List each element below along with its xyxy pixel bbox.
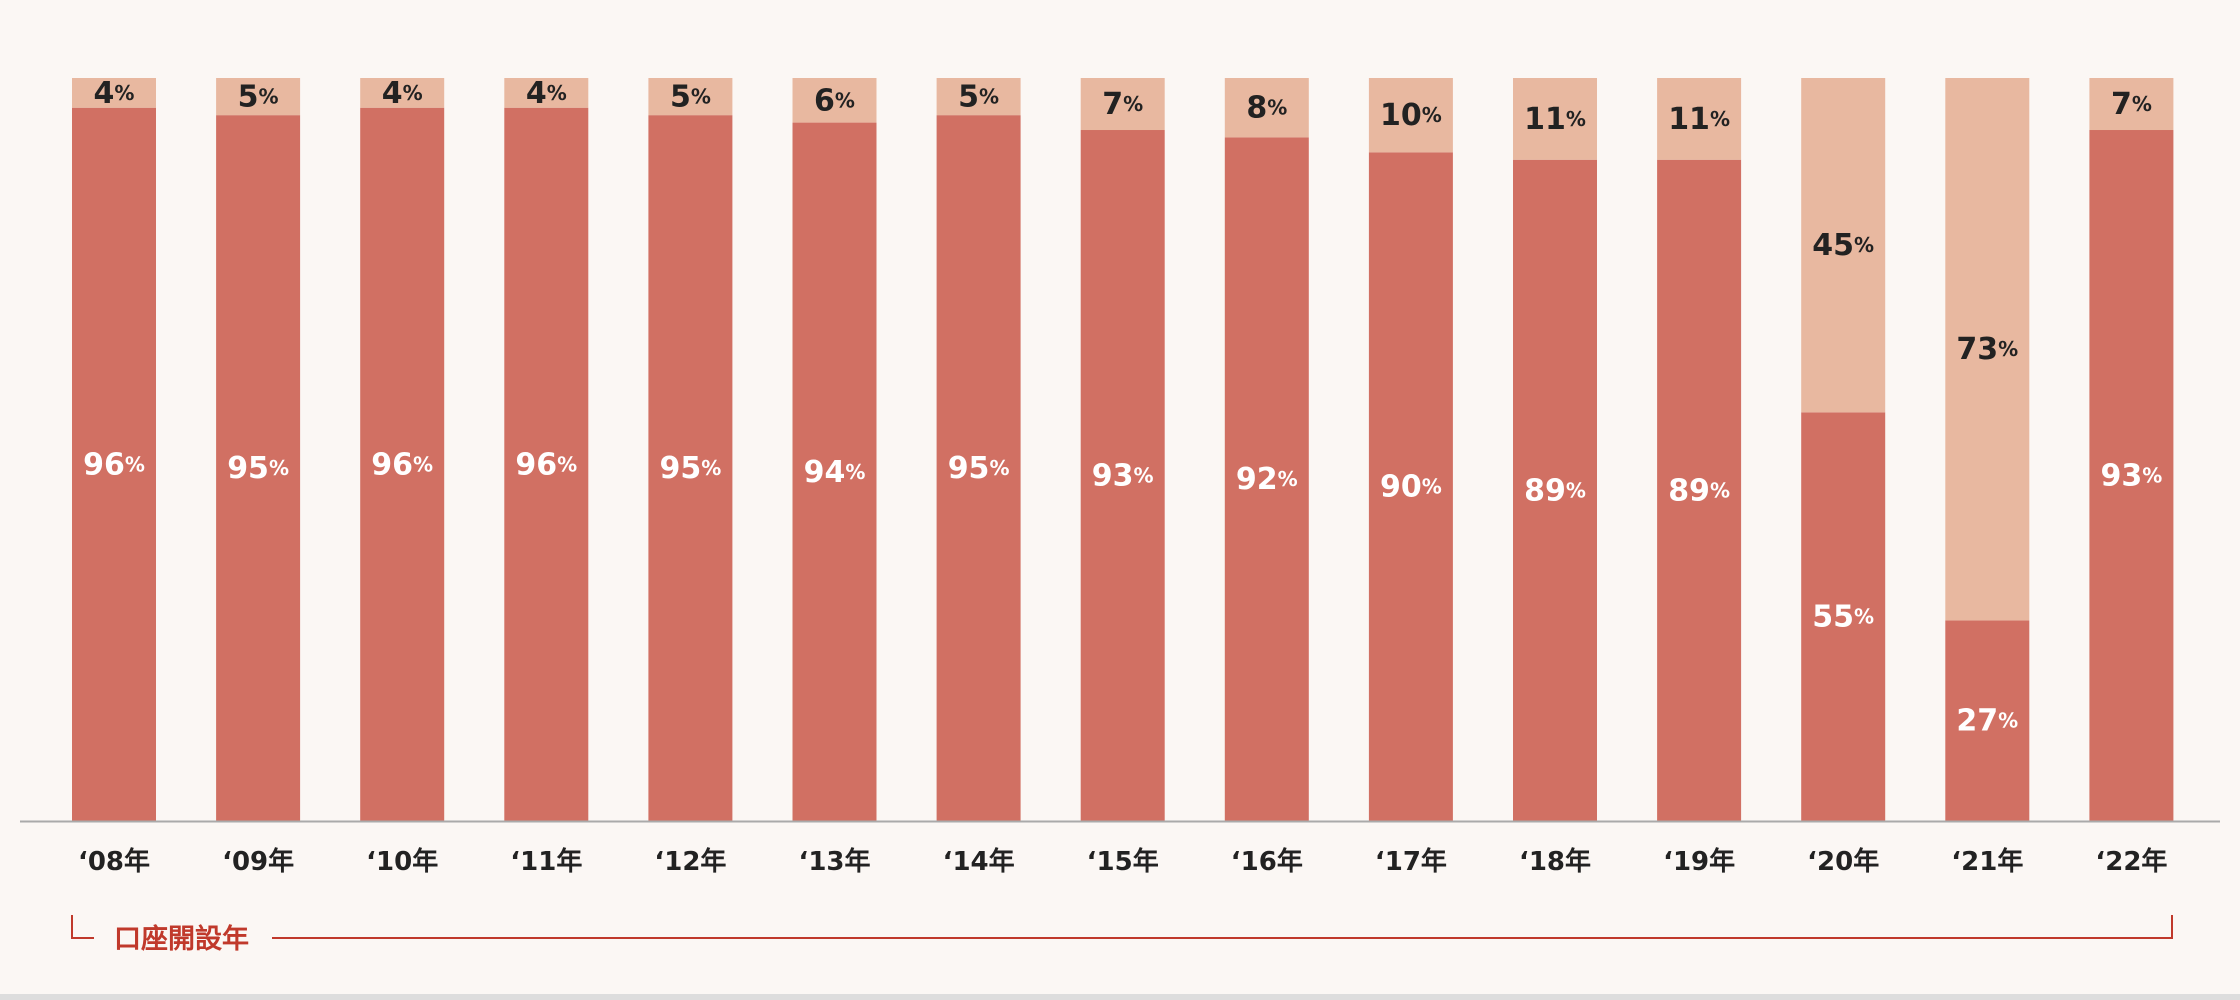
data-label: 96% bbox=[515, 447, 577, 482]
data-label: 4% bbox=[94, 75, 135, 110]
data-label: 94% bbox=[804, 454, 866, 489]
x-axis-bracket-label: 口座開設年 bbox=[114, 923, 249, 955]
bar-segment-secondary bbox=[1513, 78, 1597, 160]
data-label: 45% bbox=[1812, 228, 1874, 263]
data-label: 89% bbox=[1524, 473, 1586, 508]
bar-segment-primary bbox=[2089, 130, 2174, 821]
data-label: 7% bbox=[1102, 87, 1143, 122]
data-label: 5% bbox=[670, 79, 711, 114]
bar-segment-primary bbox=[1801, 412, 1886, 821]
bar-segment-primary bbox=[72, 107, 156, 822]
data-label: 89% bbox=[1668, 473, 1730, 508]
bar-segment-secondary bbox=[1080, 78, 1165, 131]
x-tick-label: ‘10年 bbox=[366, 846, 438, 877]
data-label: 5% bbox=[958, 79, 999, 114]
x-tick-label: ‘19年 bbox=[1663, 846, 1735, 877]
bar-segment-secondary bbox=[1224, 78, 1309, 138]
data-label: 55% bbox=[1812, 599, 1874, 634]
data-label: 96% bbox=[371, 447, 433, 482]
bar-segment-primary bbox=[648, 115, 733, 821]
x-tick-label: ‘21年 bbox=[1951, 846, 2023, 877]
data-label: 96% bbox=[83, 447, 145, 482]
bar-segment-primary bbox=[1657, 159, 1742, 822]
x-tick-label: ‘20年 bbox=[1807, 846, 1879, 877]
data-label: 5% bbox=[238, 79, 279, 114]
bar-segment-primary bbox=[216, 115, 301, 821]
data-label: 6% bbox=[814, 83, 855, 118]
bar-segment-secondary bbox=[1801, 78, 1886, 413]
x-tick-label: ‘18年 bbox=[1519, 846, 1591, 877]
x-tick-label: ‘22年 bbox=[2095, 846, 2167, 877]
data-label: 4% bbox=[526, 75, 567, 110]
bar-segment-primary bbox=[1080, 130, 1165, 821]
data-label: 27% bbox=[1956, 703, 2018, 738]
x-tick-label: ‘16年 bbox=[1231, 846, 1303, 877]
bar-segment-secondary bbox=[504, 78, 589, 108]
data-label: 95% bbox=[227, 451, 289, 486]
bar-segment-primary bbox=[1368, 152, 1453, 822]
bar-segment-secondary bbox=[936, 78, 1021, 116]
data-label: 95% bbox=[948, 451, 1010, 486]
x-tick-label: ‘11年 bbox=[510, 846, 582, 877]
data-label: 4% bbox=[382, 75, 423, 110]
data-label: 11% bbox=[1524, 101, 1586, 136]
bar-segment-secondary bbox=[216, 78, 301, 116]
data-label: 92% bbox=[1236, 462, 1298, 497]
data-label: 7% bbox=[2111, 87, 2152, 122]
x-tick-label: ‘08年 bbox=[78, 846, 150, 877]
bar-segment-secondary bbox=[360, 78, 445, 108]
bar-segment-primary bbox=[936, 115, 1021, 821]
data-label: 93% bbox=[1092, 458, 1154, 493]
bar-segment-secondary bbox=[1368, 78, 1453, 153]
bar-segment-primary bbox=[504, 107, 589, 822]
x-tick-label: ‘14年 bbox=[943, 846, 1015, 877]
data-label: 90% bbox=[1380, 469, 1442, 504]
bar-segment-secondary bbox=[1657, 78, 1742, 160]
bars-group: 96% 4% 95% 5% 96% 4% 96% 4% 95% 5% 94% 6% 95% 5% 93% 7%… bbox=[72, 75, 2174, 822]
x-tick-label: ‘13年 bbox=[798, 846, 870, 877]
bracket-left bbox=[71, 915, 94, 939]
bar-segment-secondary bbox=[648, 78, 733, 116]
x-tick-label: ‘12年 bbox=[654, 846, 726, 877]
data-label: 93% bbox=[2101, 458, 2163, 493]
data-label: 95% bbox=[660, 451, 722, 486]
bar-segment-secondary bbox=[2089, 78, 2174, 131]
x-tick-label: ‘17年 bbox=[1375, 846, 1447, 877]
data-label: 11% bbox=[1668, 101, 1730, 136]
bottom-strip bbox=[0, 994, 2240, 1000]
bar-segment-primary bbox=[792, 122, 877, 821]
bar-segment-primary bbox=[1945, 620, 2030, 821]
bar-segment-primary bbox=[360, 107, 445, 822]
bracket-right bbox=[272, 915, 2173, 939]
data-label: 73% bbox=[1956, 332, 2018, 367]
bar-segment-secondary bbox=[72, 78, 156, 108]
bar-segment-secondary bbox=[1945, 78, 2030, 621]
bar-segment-primary bbox=[1224, 137, 1309, 821]
data-label: 10% bbox=[1380, 98, 1442, 133]
bar-segment-secondary bbox=[792, 78, 877, 123]
x-tick-label: ‘15年 bbox=[1087, 846, 1159, 877]
bar-segment-primary bbox=[1513, 159, 1597, 822]
data-label: 8% bbox=[1246, 90, 1287, 125]
x-tick-label: ‘09年 bbox=[222, 846, 294, 877]
